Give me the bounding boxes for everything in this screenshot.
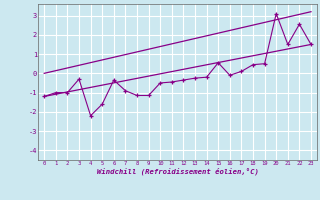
X-axis label: Windchill (Refroidissement éolien,°C): Windchill (Refroidissement éolien,°C): [97, 168, 259, 175]
